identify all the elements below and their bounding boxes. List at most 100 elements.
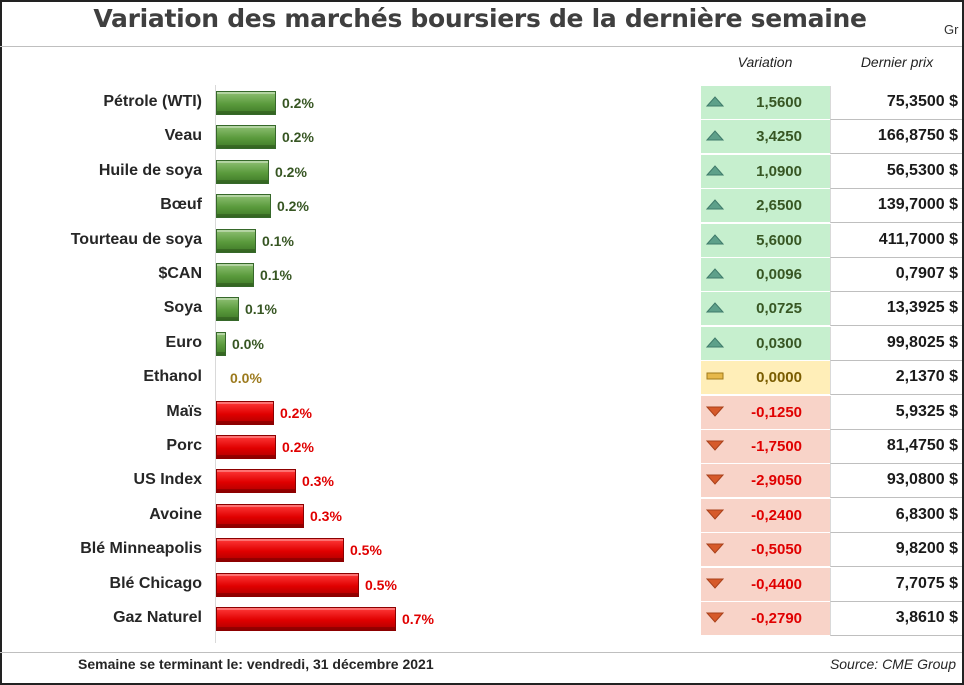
last-price-cell: 93,0800 $ xyxy=(830,464,962,499)
category-label: US Index xyxy=(133,471,202,489)
down-triangle-icon xyxy=(705,440,725,451)
category-label: $CAN xyxy=(158,265,202,282)
bar-data-label: 0.2% xyxy=(282,95,314,111)
variation-cell: -0,5050 xyxy=(701,533,830,568)
category-label: Gaz Naturel xyxy=(113,609,202,626)
bar-data-label: 0.2% xyxy=(282,129,314,146)
zero-axis xyxy=(215,85,216,643)
last-price-header: Dernier prix xyxy=(860,54,934,70)
last-price-value: 139,7000 $ xyxy=(877,196,958,214)
up-triangle-icon xyxy=(705,96,725,107)
category-label: Euro xyxy=(165,333,202,351)
last-price-cell: 99,8025 $ xyxy=(830,326,962,361)
bar-increase xyxy=(216,159,269,184)
variation-cell: 1,0900 xyxy=(701,154,830,189)
last-price-cell: 56,5300 $ xyxy=(830,154,962,189)
variation-value: 1,5600 xyxy=(756,94,802,111)
bar-increase xyxy=(216,125,276,150)
bar-decrease xyxy=(216,607,396,631)
variation-value: 3,4250 xyxy=(756,128,802,146)
down-triangle-icon xyxy=(705,612,725,623)
last-price-value: 13,3925 $ xyxy=(886,299,958,317)
variation-value: -2,9050 xyxy=(751,472,802,490)
last-price-cell: 13,3925 $ xyxy=(830,292,962,327)
category-label: Avoine xyxy=(149,505,202,523)
bar-data-label: 0.2% xyxy=(277,198,309,215)
last-price-cell: 0,7907 $ xyxy=(830,258,962,292)
last-price-value: 99,8025 $ xyxy=(886,333,958,351)
up-triangle-icon xyxy=(705,165,725,176)
bar-data-label: 0.5% xyxy=(365,576,397,593)
bar-data-label: 0.1% xyxy=(260,267,292,283)
bar-increase xyxy=(216,91,276,115)
footer-divider xyxy=(0,652,962,653)
bar-decrease xyxy=(216,400,274,425)
variation-value: 0,0096 xyxy=(756,266,802,283)
bar-decrease xyxy=(216,503,304,528)
category-label: Porc xyxy=(166,437,202,454)
category-label: Maïs xyxy=(166,402,202,420)
variation-cell: 5,6000 xyxy=(701,223,830,258)
category-label: Blé Chicago xyxy=(109,574,202,592)
up-triangle-icon xyxy=(705,337,725,348)
variation-value: -0,2400 xyxy=(751,506,802,524)
up-triangle-icon xyxy=(705,302,725,313)
chart-title: Variation des marchés boursiers de la de… xyxy=(93,4,867,33)
last-price-cell: 6,8300 $ xyxy=(830,498,962,533)
variation-cell: -0,2400 xyxy=(701,498,830,533)
variation-value: 1,0900 xyxy=(756,162,802,180)
last-price-cell: 75,3500 $ xyxy=(830,86,962,120)
last-price-value: 3,8610 $ xyxy=(895,609,958,626)
last-price-value: 166,8750 $ xyxy=(877,127,958,145)
variation-cell: -1,7500 xyxy=(701,430,830,464)
bar-decrease xyxy=(216,469,296,494)
variation-cell: 2,6500 xyxy=(701,189,830,224)
category-label: Tourteau de soya xyxy=(70,230,202,248)
bar-data-label: 0.2% xyxy=(280,404,312,421)
bar-data-label: 0.2% xyxy=(275,163,307,180)
category-label: Huile de soya xyxy=(98,161,202,179)
bar-data-label: 0.7% xyxy=(402,611,434,627)
bar-data-label: 0.3% xyxy=(302,473,334,490)
variation-value: -0,1250 xyxy=(751,403,802,421)
bar-data-label: 0.3% xyxy=(310,507,342,524)
footer-week: Semaine se terminant le: vendredi, 31 dé… xyxy=(78,656,434,672)
category-label: Bœuf xyxy=(160,196,202,214)
flat-dash-icon xyxy=(706,372,724,380)
last-price-cell: 411,7000 $ xyxy=(830,223,962,258)
last-price-value: 81,4750 $ xyxy=(886,437,958,454)
variation-value: 5,6000 xyxy=(756,231,802,249)
bar-increase xyxy=(216,263,254,287)
last-price-value: 411,7000 $ xyxy=(878,230,958,248)
variation-cell: 0,0725 xyxy=(701,292,830,327)
variation-value: -0,4400 xyxy=(751,575,802,593)
title-divider xyxy=(0,46,962,47)
variation-value: 2,6500 xyxy=(756,197,802,215)
down-triangle-icon xyxy=(705,509,725,520)
bar-increase xyxy=(216,194,271,219)
bar-decrease xyxy=(216,538,344,563)
last-price-value: 6,8300 $ xyxy=(895,505,958,523)
up-triangle-icon xyxy=(705,233,725,245)
corner-text: Gr xyxy=(944,22,959,37)
last-price-value: 9,8200 $ xyxy=(895,540,958,558)
variation-value: -0,5050 xyxy=(751,541,802,559)
up-triangle-icon xyxy=(705,268,725,279)
category-label: Blé Minneapolis xyxy=(80,540,202,558)
variation-value: 0,0725 xyxy=(756,300,802,318)
down-triangle-icon xyxy=(705,474,725,486)
category-label: Ethanol xyxy=(143,368,202,386)
last-price-cell: 2,1370 $ xyxy=(830,361,962,396)
variation-cell: -0,2790 xyxy=(701,602,830,636)
bar-increase xyxy=(216,297,239,322)
bar-increase xyxy=(216,331,226,356)
variation-cell: -0,4400 xyxy=(701,567,830,602)
last-price-value: 5,9325 $ xyxy=(895,402,958,420)
last-price-value: 2,1370 $ xyxy=(895,368,958,386)
up-triangle-icon xyxy=(705,130,725,141)
variation-cell: 1,5600 xyxy=(701,86,830,120)
last-price-cell: 3,8610 $ xyxy=(830,602,962,636)
variation-cell: 3,4250 xyxy=(701,120,830,155)
last-price-value: 56,5300 $ xyxy=(886,161,958,179)
